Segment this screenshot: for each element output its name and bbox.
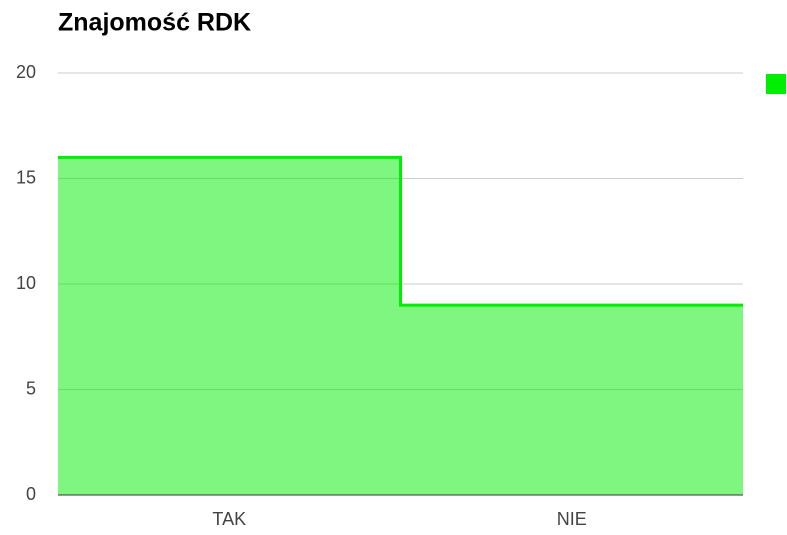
y-tick-label: 5 [26,378,36,398]
y-tick-label: 15 [16,167,36,187]
step-line [58,155,743,307]
area-step [58,157,401,495]
x-tick-label: NIE [557,509,587,529]
y-tick-label: 10 [16,273,36,293]
area-step [400,305,743,495]
y-tick-label: 20 [16,62,36,82]
y-tick-label: 0 [26,484,36,504]
legend-swatch [766,74,786,94]
chart-title: Znajomość RDK [58,9,251,37]
x-tick-label: TAK [212,509,246,529]
